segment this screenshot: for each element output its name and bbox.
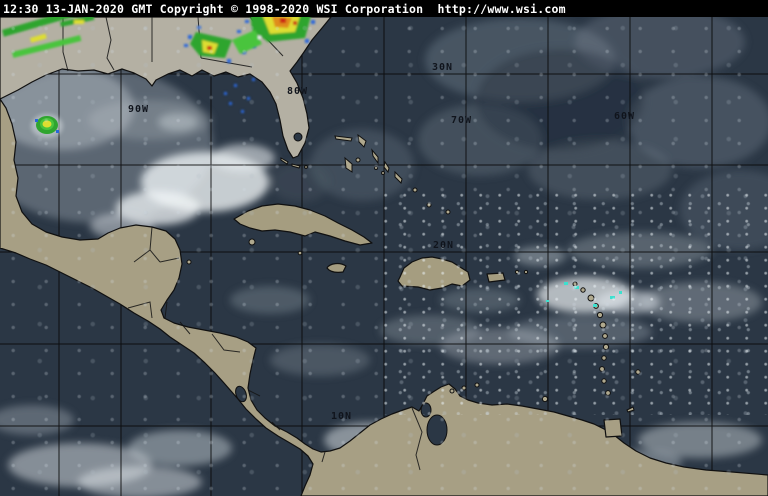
latitude-label: 20N — [433, 240, 455, 251]
gulf-of-venezuela-inlet — [420, 402, 432, 418]
longitude-label: 70W — [451, 115, 473, 126]
longitude-label: 60W — [614, 111, 636, 122]
copyright-header-bar: 12:30 13-JAN-2020 GMT Copyright © 1998-2… — [0, 0, 768, 17]
longitude-label: 80W — [287, 86, 309, 97]
us-southeast-landmass — [0, 16, 332, 159]
longitude-label: 90W — [128, 104, 150, 115]
trinidad-island — [603, 418, 623, 438]
puerto-rico-island — [486, 272, 506, 283]
lake-maracaibo — [426, 414, 448, 446]
latitude-label: 10N — [331, 411, 353, 422]
jamaica-island — [326, 262, 347, 273]
latitude-label: 30N — [432, 62, 454, 73]
gulf-radar-cell — [31, 114, 63, 138]
lake-okeechobee — [293, 132, 303, 142]
cuba-island — [233, 203, 373, 246]
lake-nicaragua — [235, 385, 247, 403]
timestamp-copyright-text: 12:30 13-JAN-2020 GMT Copyright © 1998-2… — [3, 1, 566, 16]
